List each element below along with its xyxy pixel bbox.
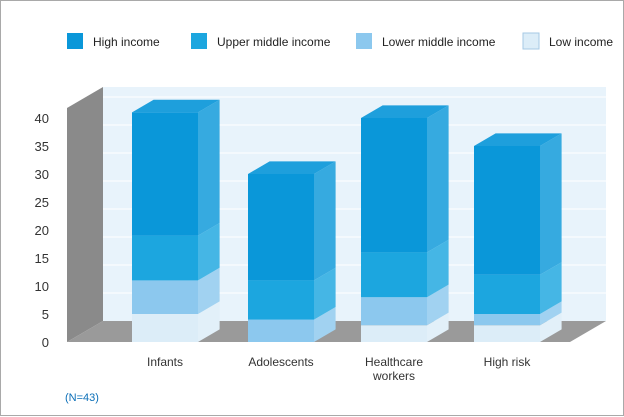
legend-item: High income <box>67 33 160 49</box>
legend-label: Lower middle income <box>382 35 496 49</box>
bar-segment <box>474 274 540 314</box>
category-label: Healthcare workers <box>365 355 423 383</box>
y-tick-label: 20 <box>35 223 49 238</box>
bar-segment-side <box>540 262 562 314</box>
bar-segment <box>474 325 540 342</box>
y-axis-ticks: 0 5 10 15 20 25 30 35 40 <box>35 111 49 350</box>
bar-top <box>248 161 336 174</box>
bar-segment-side <box>314 161 336 281</box>
bar-segment <box>132 314 198 342</box>
bar-top <box>474 133 562 146</box>
legend-label: Low income <box>549 35 613 49</box>
legend-item: Upper middle income <box>191 33 331 49</box>
bars <box>132 99 562 342</box>
bar-group <box>248 161 336 342</box>
bar-segment-side <box>427 105 449 253</box>
category-labels: Infants Adolescents Healthcare workers High … <box>147 355 531 383</box>
y-tick-label: 40 <box>35 111 49 126</box>
bar-segment <box>361 325 427 342</box>
legend-swatch <box>356 33 372 49</box>
bar-segment <box>248 280 314 320</box>
legend-swatch <box>67 33 83 49</box>
legend-swatch <box>191 33 207 49</box>
legend-label: High income <box>93 35 160 49</box>
bar-segment <box>132 280 198 314</box>
legend-label: Upper middle income <box>217 35 331 49</box>
bar-segment-side <box>427 312 449 342</box>
bar-segment <box>361 252 427 298</box>
bar-group <box>361 105 449 342</box>
bar-segment <box>361 118 427 253</box>
legend-swatch <box>522 32 540 50</box>
y-tick-label: 15 <box>35 251 49 266</box>
bar-top <box>361 105 449 118</box>
bar-segment-side <box>540 133 562 275</box>
y-tick-label: 10 <box>35 279 49 294</box>
legend-item: Lower middle income <box>356 33 496 49</box>
category-label: Infants <box>147 355 183 369</box>
bar-segment <box>248 174 314 281</box>
bar-segment <box>361 297 427 326</box>
bar-segment <box>132 112 198 236</box>
bar-segment-side <box>540 301 562 326</box>
y-tick-label: 5 <box>42 307 49 322</box>
bar-segment <box>132 235 198 281</box>
y-tick-label: 30 <box>35 167 49 182</box>
bar-group <box>132 99 220 342</box>
category-label: High risk <box>484 355 532 369</box>
y-tick-label: 0 <box>42 335 49 350</box>
side-wall <box>67 87 103 342</box>
y-tick-label: 25 <box>35 195 49 210</box>
bar-segment <box>474 146 540 275</box>
bar-segment-side <box>427 284 449 326</box>
bar-top <box>132 99 220 113</box>
bar-segment <box>248 319 314 342</box>
bar-group <box>474 133 562 342</box>
bar-segment-side <box>198 223 220 281</box>
bar-segment-side <box>427 239 449 298</box>
legend: High income Upper middle income Lower midd… <box>67 32 613 50</box>
y-tick-label: 35 <box>35 139 49 154</box>
bar-segment-side <box>198 301 220 342</box>
legend-item: Low income <box>522 32 613 50</box>
bar-segment-side <box>198 267 220 314</box>
bar-segment-side <box>314 307 336 342</box>
sample-size-note: (N=43) <box>65 392 99 404</box>
bar-segment-side <box>540 312 562 342</box>
category-label: Adolescents <box>248 355 313 369</box>
bar-segment-side <box>198 99 220 236</box>
bar-segment-side <box>314 267 336 320</box>
bar-segment <box>474 314 540 326</box>
